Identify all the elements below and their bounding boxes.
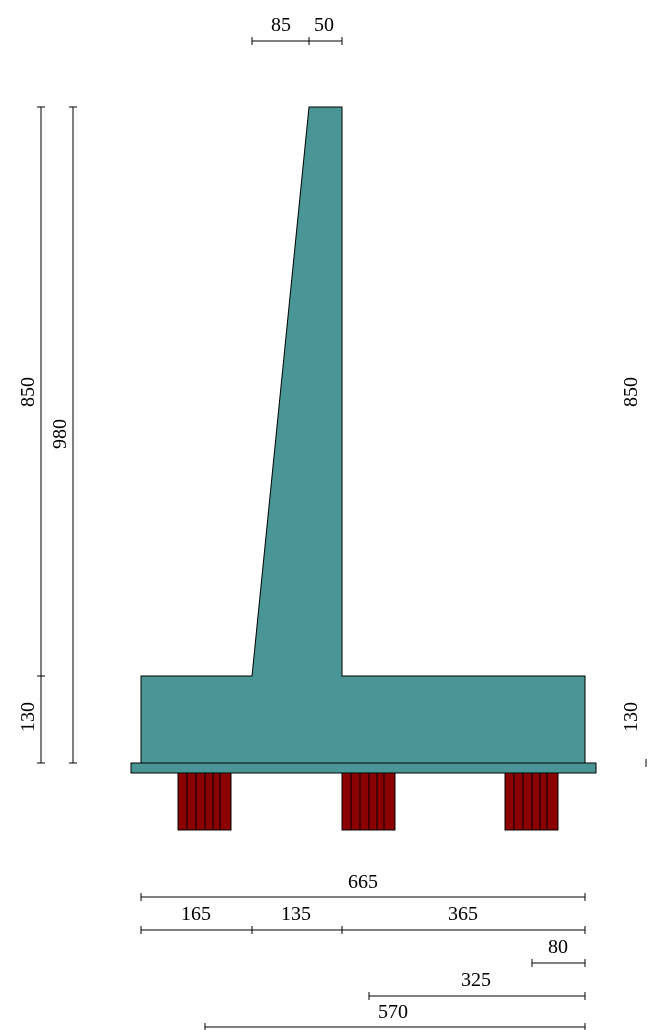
dim-top-stem-width: 50 — [314, 14, 334, 36]
pile-right — [504, 772, 559, 831]
dim-left-stem-height: 850 — [17, 377, 39, 407]
pile-middle — [341, 772, 396, 831]
dim-right-pile-edge: 80 — [548, 936, 568, 958]
left-dimensions: 850 980 130 — [17, 106, 77, 764]
dim-toe-length: 165 — [181, 903, 211, 925]
dim-stem-base-width: 135 — [281, 903, 311, 925]
wall-body — [140, 106, 586, 764]
dim-base-total-width: 665 — [348, 871, 378, 893]
dim-left-total-height: 980 — [49, 419, 71, 449]
retaining-wall — [130, 106, 597, 774]
dim-left-base-thickness: 130 — [17, 702, 39, 732]
dim-top-toe-offset: 85 — [271, 14, 291, 36]
top-dimension: 85 50 — [251, 14, 343, 45]
dim-pile-span: 570 — [378, 1001, 408, 1023]
dim-right-pile-to-stem: 325 — [461, 969, 491, 991]
pile-left — [177, 772, 232, 831]
blinding-slab — [130, 762, 597, 774]
dim-right-base-thickness: 130 — [620, 702, 642, 732]
dim-heel-length: 365 — [448, 903, 478, 925]
right-dimensions: 850 130 — [620, 377, 647, 767]
piles — [177, 772, 559, 831]
dim-right-stem-height: 850 — [620, 377, 642, 407]
bottom-dimensions: 665 165 135 365 80 325 570 — [140, 871, 586, 1030]
